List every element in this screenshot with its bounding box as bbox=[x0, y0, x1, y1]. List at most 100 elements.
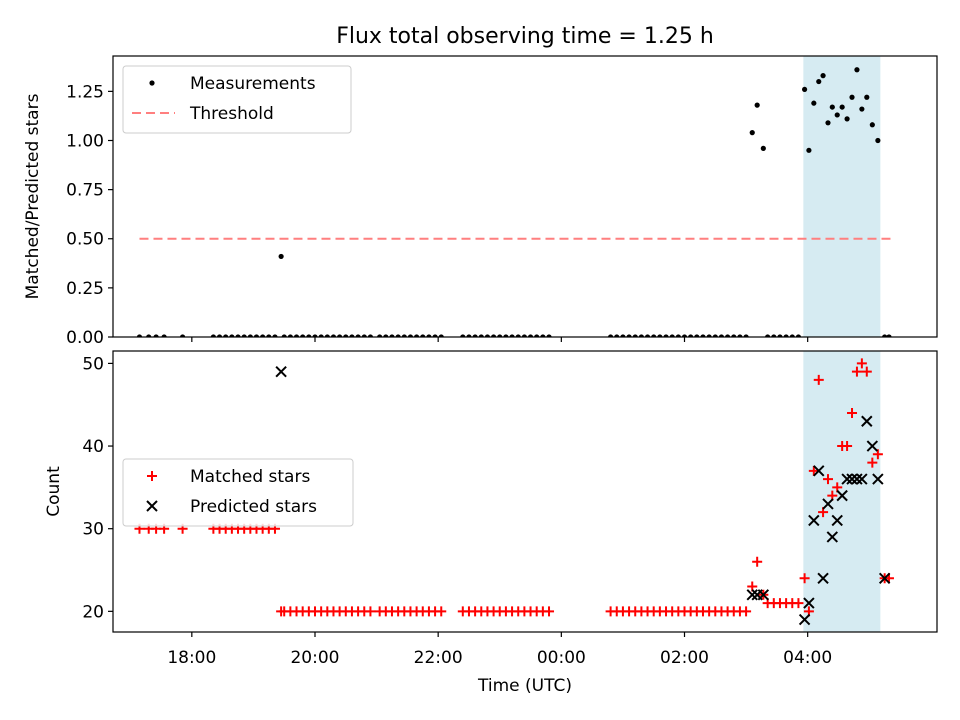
measurement-point bbox=[777, 334, 783, 337]
measurement-point bbox=[725, 334, 731, 337]
measurement-point bbox=[886, 334, 892, 337]
measurement-point bbox=[681, 334, 688, 337]
measurement-point bbox=[337, 334, 343, 337]
x-tick-label: 22:00 bbox=[414, 648, 463, 668]
measurement-point bbox=[216, 334, 223, 337]
y-tick-label: 0.00 bbox=[66, 328, 104, 348]
measurement-point bbox=[503, 334, 509, 337]
measurement-point bbox=[266, 334, 272, 337]
measurement-point bbox=[324, 334, 330, 337]
measurement-point bbox=[632, 334, 638, 337]
legend-label: Matched stars bbox=[190, 467, 310, 487]
measurement-point bbox=[414, 334, 420, 337]
measurement-point bbox=[869, 122, 875, 128]
measurement-point bbox=[771, 334, 777, 337]
x-tick-label: 00:00 bbox=[537, 648, 586, 668]
measurement-point bbox=[401, 334, 407, 337]
legend: Matched stars Predicted stars bbox=[122, 458, 354, 527]
predicted-star-point bbox=[851, 473, 863, 485]
matched-star-point bbox=[851, 366, 862, 377]
measurement-point bbox=[546, 334, 552, 337]
matched-star-point bbox=[822, 474, 833, 485]
measurement-point bbox=[688, 334, 694, 337]
measurement-point bbox=[534, 334, 540, 337]
predicted-star-point bbox=[846, 473, 858, 485]
measurement-point bbox=[765, 334, 771, 337]
y-tick-label: 0.50 bbox=[66, 230, 104, 250]
measurement-point bbox=[806, 147, 812, 153]
matched-star-point bbox=[799, 573, 810, 584]
measurement-point bbox=[367, 334, 374, 337]
measurement-point bbox=[675, 334, 681, 337]
predicted-star-point bbox=[878, 572, 891, 584]
x-tick-label: 18:00 bbox=[167, 648, 216, 668]
measurement-point bbox=[179, 334, 186, 337]
measurement-point bbox=[694, 334, 700, 337]
measurement-point bbox=[718, 334, 725, 337]
axes-frame bbox=[112, 350, 938, 633]
measurement-point bbox=[644, 334, 651, 337]
y-axis-label: Count bbox=[44, 466, 64, 517]
predicted-star-point bbox=[822, 498, 834, 510]
measurement-point bbox=[330, 334, 337, 337]
count-panel: 20 30 40 50 18:00 20:00 22:00 00:00 02:00 04:00 Co… bbox=[44, 350, 938, 668]
measurement-point bbox=[426, 334, 432, 337]
measurement-point bbox=[223, 334, 229, 337]
predicted-star-point bbox=[798, 613, 811, 626]
y-tick-label: 0.75 bbox=[66, 181, 104, 201]
measurement-point bbox=[731, 334, 737, 337]
measurement-point bbox=[466, 334, 472, 337]
measurement-point bbox=[864, 94, 870, 100]
measurement-point bbox=[287, 334, 293, 337]
chart-title: Flux total observing time = 1.25 h bbox=[336, 24, 714, 49]
matched-star-point bbox=[808, 465, 819, 476]
measurement-point bbox=[834, 112, 840, 118]
measurement-point bbox=[795, 334, 802, 337]
measurement-point bbox=[272, 334, 278, 337]
measurement-point bbox=[816, 78, 822, 85]
legend-label: Measurements bbox=[190, 74, 316, 94]
y-tick-label: 30 bbox=[82, 520, 104, 540]
measurement-point bbox=[349, 334, 355, 337]
measurement-point bbox=[829, 104, 835, 110]
matched-star-point bbox=[842, 441, 853, 452]
measurement-point bbox=[515, 334, 521, 337]
legend-label: Threshold bbox=[189, 104, 274, 124]
matched-star-point bbox=[872, 449, 883, 460]
measurement-point bbox=[743, 334, 749, 337]
predicted-star-point bbox=[841, 473, 853, 485]
predicted-star-point bbox=[746, 589, 758, 601]
matched-star-point bbox=[544, 606, 555, 617]
measurement-point bbox=[638, 334, 644, 337]
measurement-point bbox=[484, 334, 491, 337]
measurement-point bbox=[859, 106, 865, 112]
measurement-point bbox=[849, 94, 855, 100]
y-tick-label: 0.25 bbox=[66, 279, 104, 299]
measurement-point bbox=[700, 334, 706, 337]
measurement-point bbox=[293, 334, 300, 337]
measurement-point bbox=[839, 104, 845, 110]
measurement-point bbox=[749, 130, 755, 136]
measurement-point bbox=[432, 334, 438, 337]
axes-frame bbox=[112, 55, 938, 338]
measurement-point bbox=[438, 334, 444, 337]
y-axis-label: Matched/Predicted stars bbox=[23, 93, 43, 299]
matched-star-point bbox=[813, 374, 824, 385]
measurement-point bbox=[161, 334, 167, 337]
legend-box bbox=[122, 65, 352, 134]
plot-area bbox=[134, 351, 894, 632]
measurement-point bbox=[663, 334, 669, 337]
measurement-point bbox=[811, 100, 817, 106]
measurement-point bbox=[882, 334, 888, 337]
measurement-point bbox=[361, 334, 367, 337]
measurement-point bbox=[540, 334, 546, 337]
measurement-point bbox=[614, 334, 620, 337]
x-tick-label: 20:00 bbox=[290, 648, 339, 668]
measurement-point bbox=[706, 334, 712, 337]
measurement-point bbox=[608, 334, 614, 337]
matched-star-point bbox=[365, 606, 376, 617]
matched-star-point bbox=[752, 556, 763, 567]
legend-box bbox=[122, 458, 354, 527]
measurement-point bbox=[229, 334, 235, 337]
measurement-point bbox=[318, 334, 324, 337]
